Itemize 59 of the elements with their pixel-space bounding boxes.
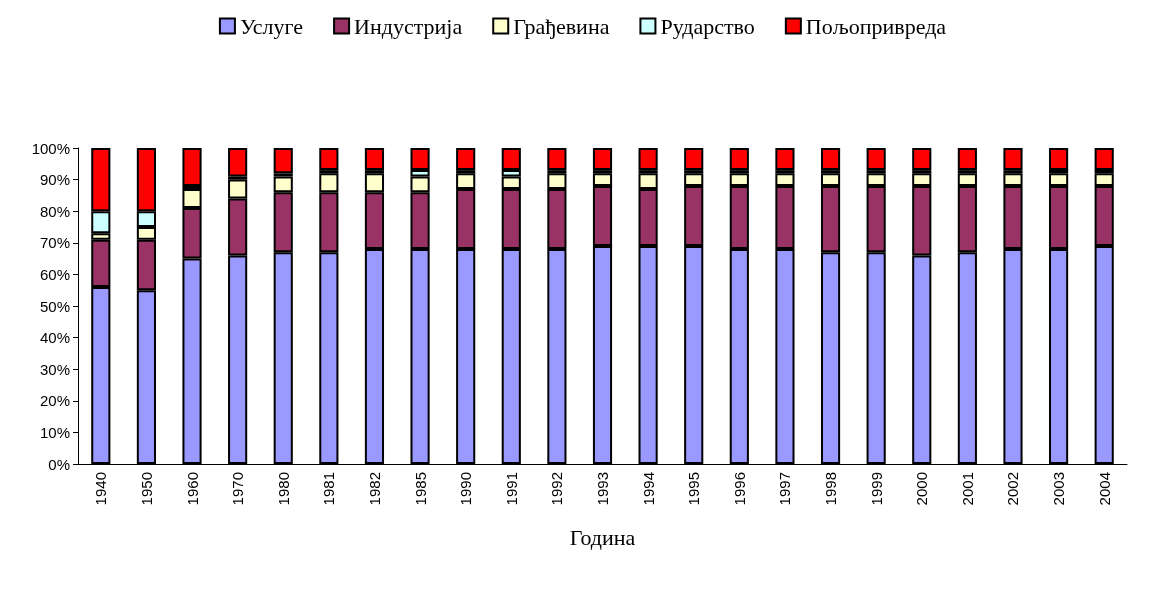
- bar: [912, 148, 932, 171]
- x-tick-label: 1999: [867, 472, 885, 506]
- bar: [684, 148, 704, 171]
- legend-label: Рударство: [660, 13, 755, 39]
- x-tick-label: 2003: [1050, 472, 1068, 506]
- y-tick-label: 0%: [48, 455, 70, 473]
- x-tick-label: 1996: [730, 472, 748, 506]
- y-tick-label: 30%: [39, 360, 70, 378]
- x-axis-title: Година: [569, 524, 636, 550]
- x-tick-label: 1994: [639, 472, 657, 506]
- x-tick-label: 1980: [274, 472, 292, 506]
- bar: [1094, 148, 1114, 171]
- y-tick-label: 60%: [39, 265, 70, 283]
- bar: [456, 148, 476, 171]
- y-tick-label: 90%: [39, 171, 70, 189]
- x-tick-label: 1993: [594, 472, 611, 506]
- y-tick-label: 40%: [39, 329, 70, 347]
- bar: [228, 148, 248, 177]
- bar: [866, 148, 886, 171]
- bar: [957, 148, 977, 171]
- y-tick-label: 50%: [39, 297, 70, 315]
- x-tick-label: 1970: [229, 472, 247, 506]
- y-tick-label: 10%: [39, 423, 70, 441]
- x-tick-label: 1981: [320, 472, 338, 506]
- x-tick-label: 1998: [822, 472, 840, 506]
- bar: [775, 148, 795, 171]
- bar: [364, 148, 385, 171]
- bar: [547, 148, 567, 171]
- x-tick-label: 1991: [502, 472, 520, 506]
- x-tick-label: 1982: [365, 472, 383, 506]
- bar: [729, 148, 749, 171]
- x-tick-label: 1940: [92, 472, 110, 506]
- bar: [820, 148, 841, 171]
- x-tick-label: 1960: [183, 472, 201, 506]
- bar: [273, 148, 293, 174]
- legend-label: Грађевина: [513, 13, 610, 39]
- x-tick-label: 2001: [958, 472, 976, 506]
- bar: [182, 148, 202, 186]
- y-tick-label: 80%: [39, 202, 70, 220]
- legend-label: Индустрија: [354, 13, 463, 39]
- bar: [638, 148, 658, 171]
- y-tick-label: 100%: [31, 139, 70, 157]
- legend-label: Пољопривреда: [805, 13, 947, 39]
- bar: [1003, 148, 1023, 171]
- y-tick-label: 70%: [39, 234, 70, 252]
- x-tick-label: 1992: [548, 472, 566, 506]
- x-tick-label: 1985: [411, 472, 429, 506]
- x-tick-label: 1997: [776, 472, 794, 506]
- bar: [319, 148, 339, 171]
- x-tick-label: 2002: [1004, 472, 1022, 506]
- x-tick-label: 1995: [685, 472, 703, 506]
- x-tick-label: 2004: [1095, 472, 1113, 506]
- x-tick-label: 1990: [457, 472, 475, 506]
- bar: [592, 148, 613, 171]
- x-tick-label: 2000: [913, 472, 931, 506]
- y-tick-label: 20%: [39, 392, 70, 410]
- x-tick-label: 1950: [137, 472, 155, 506]
- bar: [1049, 148, 1069, 171]
- legend-label: Услуге: [239, 13, 304, 39]
